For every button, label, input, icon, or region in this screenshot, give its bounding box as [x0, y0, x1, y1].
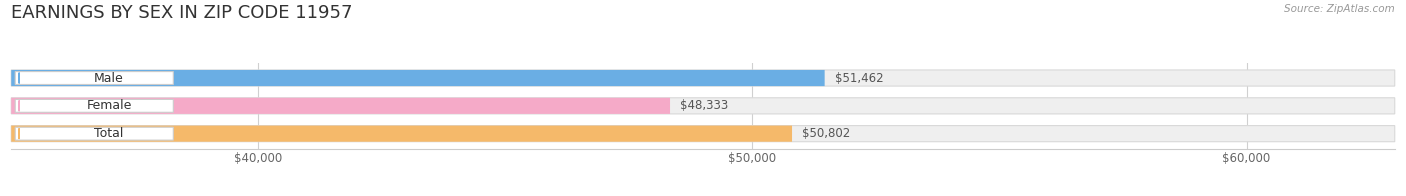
FancyBboxPatch shape	[15, 99, 173, 112]
Text: $48,333: $48,333	[681, 99, 728, 112]
Text: Male: Male	[94, 72, 124, 84]
FancyBboxPatch shape	[11, 70, 825, 86]
FancyBboxPatch shape	[11, 126, 1395, 142]
FancyBboxPatch shape	[15, 72, 173, 84]
Text: EARNINGS BY SEX IN ZIP CODE 11957: EARNINGS BY SEX IN ZIP CODE 11957	[11, 4, 353, 22]
FancyBboxPatch shape	[11, 98, 1395, 114]
Text: Source: ZipAtlas.com: Source: ZipAtlas.com	[1284, 4, 1395, 14]
FancyBboxPatch shape	[15, 127, 173, 140]
Text: Total: Total	[94, 127, 124, 140]
Text: $50,802: $50,802	[801, 127, 851, 140]
Text: $51,462: $51,462	[835, 72, 883, 84]
FancyBboxPatch shape	[11, 126, 792, 142]
Text: Female: Female	[86, 99, 132, 112]
FancyBboxPatch shape	[11, 98, 671, 114]
FancyBboxPatch shape	[11, 70, 1395, 86]
